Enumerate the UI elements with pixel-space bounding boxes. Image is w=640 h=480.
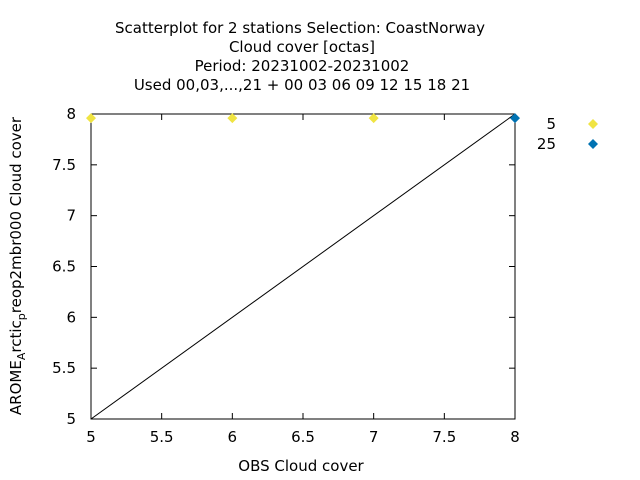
title-line-2: Cloud cover [octas] bbox=[229, 38, 375, 56]
data-point-series-5 bbox=[368, 113, 379, 124]
y-tick-label: 6 bbox=[66, 308, 76, 326]
y-axis-label-mid: rctic bbox=[7, 320, 25, 352]
y-axis-label-tail: reop2mbr000 Cloud cover bbox=[7, 116, 25, 313]
data-point-series-25 bbox=[510, 113, 520, 124]
legend-label: 25 bbox=[537, 135, 556, 153]
y-tick-labels: 5 5.5 6 6.5 7 7.5 8 bbox=[52, 105, 76, 428]
x-tick-label: 8 bbox=[510, 428, 520, 446]
data-points bbox=[86, 113, 520, 124]
y-axis-label-main: AROME bbox=[7, 360, 25, 415]
legend: 525 bbox=[537, 115, 598, 153]
x-tick-label: 5 bbox=[86, 428, 96, 446]
title-line-4: Used 00,03,...,21 + 00 03 06 09 12 15 18… bbox=[134, 76, 470, 94]
y-axis-label: AROMEArcticpreop2mbr000 Cloud cover bbox=[7, 116, 28, 415]
x-tick-label: 7 bbox=[369, 428, 379, 446]
y-tick-label: 7.5 bbox=[52, 156, 76, 174]
x-tick-label: 5.5 bbox=[150, 428, 174, 446]
y-tick-label: 8 bbox=[66, 105, 76, 123]
x-tick-label: 7.5 bbox=[432, 428, 456, 446]
x-tick-label: 6 bbox=[228, 428, 238, 446]
y-tick-label: 5.5 bbox=[52, 359, 76, 377]
x-axis-label: OBS Cloud cover bbox=[238, 457, 364, 475]
legend-label: 5 bbox=[546, 115, 556, 133]
y-axis-label-subscript-1: A bbox=[15, 352, 28, 360]
y-axis-label-subscript-2: p bbox=[15, 313, 28, 320]
data-point-series-5 bbox=[227, 113, 238, 124]
y-tick-label: 7 bbox=[66, 207, 76, 225]
title-line-1: Scatterplot for 2 stations Selection: Co… bbox=[115, 19, 485, 37]
chart-title: Scatterplot for 2 stations Selection: Co… bbox=[115, 19, 485, 94]
y-tick-label: 5 bbox=[66, 410, 76, 428]
y-tick-label: 6.5 bbox=[52, 258, 76, 276]
diagonal-reference-line bbox=[90, 113, 516, 420]
x-tick-label: 6.5 bbox=[291, 428, 315, 446]
legend-marker bbox=[588, 119, 598, 129]
title-line-3: Period: 20231002-20231002 bbox=[195, 57, 410, 75]
data-point-series-5 bbox=[86, 113, 96, 124]
x-tick-labels: 5 5.5 6 6.5 7 7.5 8 bbox=[86, 428, 520, 446]
legend-marker bbox=[588, 139, 598, 149]
